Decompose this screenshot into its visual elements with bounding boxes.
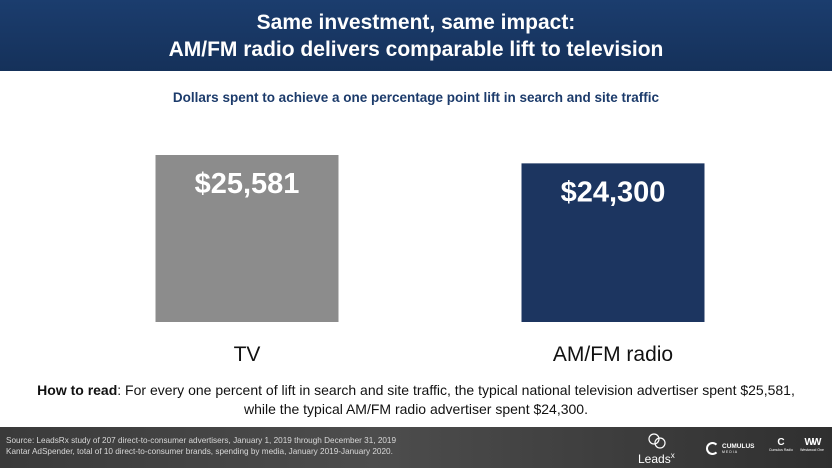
category-label-tv: TV bbox=[234, 343, 261, 366]
source-note: Source: LeadsRx study of 207 direct-to-c… bbox=[6, 436, 396, 457]
title-banner: Same investment, same impact: AM/FM radi… bbox=[0, 0, 832, 71]
cumulus-radio-text: Cumulus Radio bbox=[769, 448, 793, 452]
title-line-2: AM/FM radio delivers comparable lift to … bbox=[168, 37, 664, 61]
value-label-am-fm-radio: $24,300 bbox=[561, 176, 666, 208]
source-line-1: Source: LeadsRx study of 207 direct-to-c… bbox=[6, 436, 397, 445]
how-to-read-label: How to read bbox=[37, 382, 118, 398]
leadsrx-circles-icon bbox=[648, 433, 666, 449]
westwood-one-text: Westwood One bbox=[800, 448, 824, 452]
title-line-1: Same investment, same impact: bbox=[256, 10, 576, 34]
leadsrx-name: Leads bbox=[638, 452, 671, 466]
bar-tv bbox=[155, 155, 339, 322]
cumulus-c-icon bbox=[706, 441, 719, 455]
value-label-tv: $25,581 bbox=[195, 168, 300, 200]
how-to-read-text: : For every one percent of lift in searc… bbox=[117, 382, 795, 417]
cumulus-radio-logo: C Cumulus Radio bbox=[769, 437, 793, 459]
leadsrx-logo: Leadsx bbox=[634, 431, 690, 466]
leadsrx-wordmark: Leadsx bbox=[638, 451, 675, 466]
cumulus-logo: CUMULUS MEDIA bbox=[706, 440, 755, 456]
westwood-one-logo: WW Westwood One bbox=[799, 437, 825, 459]
category-label-am-fm-radio: AM/FM radio bbox=[553, 343, 673, 366]
bar-am-fm-radio bbox=[521, 163, 705, 322]
cumulus-radio-mark: C bbox=[777, 437, 785, 448]
cumulus-name: CUMULUS bbox=[722, 442, 755, 450]
cumulus-wordmark: CUMULUS MEDIA bbox=[722, 443, 755, 454]
leadsrx-suffix: x bbox=[670, 451, 675, 460]
westwood-one-mark: WW bbox=[804, 437, 822, 448]
source-line-2: Kantar AdSpender, total of 10 direct-to-… bbox=[6, 446, 393, 456]
cumulus-sub: MEDIA bbox=[722, 449, 739, 454]
how-to-read-note: How to read: For every one percent of li… bbox=[20, 381, 812, 419]
chart-title: Dollars spent to achieve a one percentag… bbox=[172, 90, 660, 105]
footer-bar: Source: LeadsRx study of 207 direct-to-c… bbox=[0, 427, 832, 468]
